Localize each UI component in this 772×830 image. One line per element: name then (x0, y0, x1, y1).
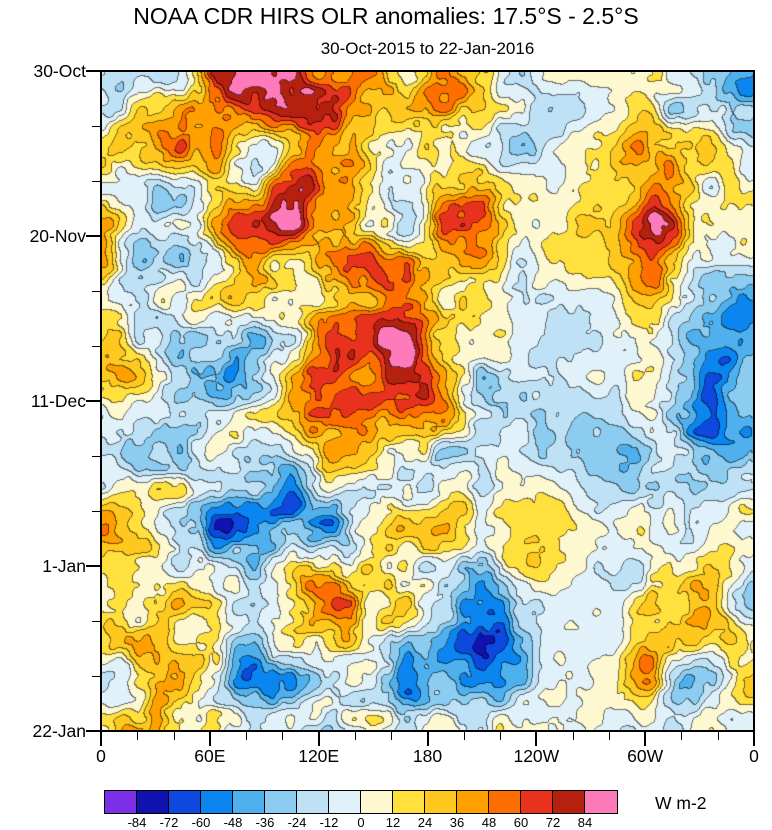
y-axis-major-tick (86, 400, 100, 402)
y-axis-minor-tick (92, 676, 100, 677)
y-axis-minor-tick (92, 126, 100, 127)
colorbar-tick-label: 60 (513, 815, 529, 830)
y-axis-minor-tick (92, 291, 100, 292)
x-tick-label: 120W (513, 746, 560, 766)
colorbar-segment (553, 791, 585, 813)
colorbar-segment (265, 791, 297, 813)
x-axis-minor-tick (391, 732, 392, 740)
x-axis-minor-tick (500, 732, 501, 740)
x-axis-minor-tick (174, 732, 175, 740)
x-axis-major-tick (317, 732, 320, 746)
colorbar-segment (585, 791, 617, 813)
colorbar-segment (393, 791, 425, 813)
x-tick-label: 0 (96, 746, 106, 766)
y-axis-major-tick (86, 70, 100, 72)
y-tick-label: 22-Jan (32, 721, 86, 741)
colorbar-tick-label: -12 (319, 815, 339, 830)
colorbar-segment (201, 791, 233, 813)
x-axis-minor-tick (464, 732, 465, 740)
colorbar (104, 790, 618, 814)
x-axis-major-tick (535, 732, 538, 746)
colorbar-segment (489, 791, 521, 813)
x-axis-minor-tick (282, 732, 283, 740)
colorbar-segment (233, 791, 265, 813)
colorbar-tick-label: 36 (449, 815, 465, 830)
colorbar-tick-label: -48 (223, 815, 243, 830)
colorbar-segment (137, 791, 169, 813)
y-axis-minor-tick (92, 181, 100, 182)
colorbar-tick-label: -60 (191, 815, 211, 830)
x-tick-label: 60E (194, 746, 226, 766)
x-axis-minor-tick (246, 732, 247, 740)
colorbar-segment (521, 791, 553, 813)
x-tick-label: 180 (412, 746, 443, 766)
x-axis-minor-tick (355, 732, 356, 740)
colorbar-tick-label: 48 (481, 815, 497, 830)
y-axis-minor-tick (92, 456, 100, 457)
x-axis-minor-tick (137, 732, 138, 740)
chart-subtitle: 30-Oct-2015 to 22-Jan-2016 (320, 39, 535, 58)
colorbar-tick-label: -24 (287, 815, 307, 830)
y-axis-minor-tick (92, 511, 100, 512)
plot-area (100, 70, 755, 732)
colorbar-tick-label: 12 (385, 815, 401, 830)
y-tick-label: 1-Jan (42, 556, 86, 576)
colorbar-tick-label: 72 (545, 815, 561, 830)
y-tick-label: 30-Oct (33, 61, 86, 81)
colorbar-segment (169, 791, 201, 813)
x-axis-major-tick (753, 732, 755, 746)
y-tick-label: 11-Dec (30, 391, 86, 411)
x-axis-minor-tick (609, 732, 610, 740)
heatmap-canvas (102, 72, 753, 730)
colorbar-tick-label: 84 (577, 815, 593, 830)
colorbar-segment (105, 791, 137, 813)
x-axis-major-tick (208, 732, 211, 746)
colorbar-segment (361, 791, 393, 813)
colorbar-tick-label: -72 (159, 815, 179, 830)
y-axis-minor-tick (92, 621, 100, 622)
y-axis-minor-tick (92, 346, 100, 347)
x-tick-label: 120E (298, 746, 340, 766)
x-axis-major-tick (100, 732, 102, 746)
colorbar-tick-label: -36 (255, 815, 275, 830)
colorbar-units-label: W m-2 (655, 793, 707, 813)
chart-title: NOAA CDR HIRS OLR anomalies: 17.5°S - 2.… (133, 3, 639, 29)
colorbar-segment (297, 791, 329, 813)
x-axis-major-tick (426, 732, 429, 746)
x-axis-minor-tick (718, 732, 719, 740)
x-tick-label: 60W (627, 746, 664, 766)
x-axis-minor-tick (573, 732, 574, 740)
colorbar-tick-label: -84 (127, 815, 147, 830)
x-axis-major-tick (644, 732, 647, 746)
y-axis-major-tick (86, 730, 100, 732)
x-tick-label: 0 (749, 746, 759, 766)
y-tick-label: 20-Nov (29, 226, 86, 246)
colorbar-tick-label: 0 (357, 815, 365, 830)
colorbar-segment (425, 791, 457, 813)
x-axis-minor-tick (681, 732, 682, 740)
colorbar-segment (329, 791, 361, 813)
y-axis-major-tick (86, 565, 100, 567)
colorbar-tick-label: 24 (417, 815, 433, 830)
colorbar-segment (457, 791, 489, 813)
y-axis-major-tick (86, 235, 100, 237)
